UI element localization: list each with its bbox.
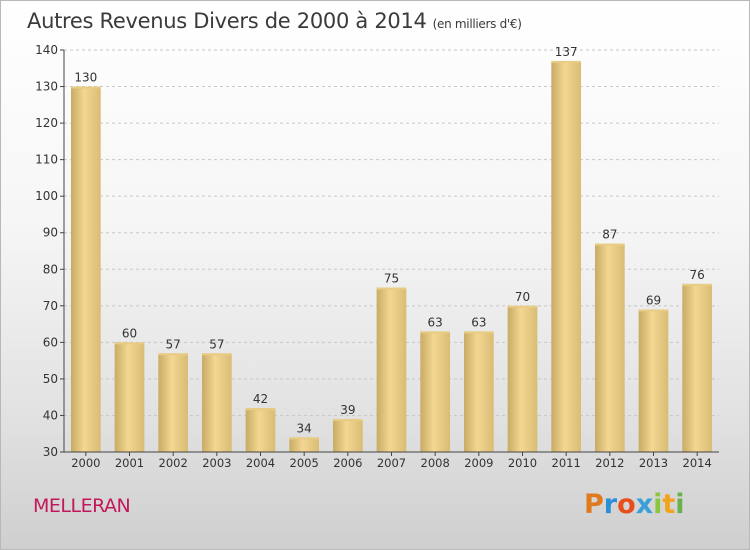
x-tick-label: 2014 bbox=[683, 456, 712, 470]
y-tick-label: 90 bbox=[43, 226, 58, 240]
bar bbox=[332, 419, 363, 452]
bar-top bbox=[158, 353, 189, 356]
x-tick-label: 2003 bbox=[202, 456, 231, 470]
bar-top bbox=[376, 287, 407, 290]
chart-title: Autres Revenus Divers de 2000 à 2014 (en … bbox=[27, 9, 522, 33]
proxiti-logo: Proxiti bbox=[584, 489, 685, 520]
y-tick-label: 50 bbox=[43, 372, 58, 386]
logo-letter: P bbox=[584, 489, 604, 520]
x-tick-label: 2009 bbox=[464, 456, 493, 470]
data-label: 63 bbox=[471, 315, 486, 329]
data-label: 42 bbox=[253, 392, 268, 406]
chart-title-text: Autres Revenus Divers de 2000 à 2014 bbox=[27, 9, 427, 33]
x-tick-label: 2002 bbox=[159, 456, 188, 470]
bar-top bbox=[638, 309, 669, 312]
bar bbox=[638, 309, 669, 452]
logo-letter: o bbox=[617, 489, 636, 520]
data-label: 57 bbox=[166, 337, 181, 351]
bar bbox=[201, 353, 232, 452]
y-tick-label: 30 bbox=[43, 445, 58, 459]
x-tick-label: 2013 bbox=[639, 456, 668, 470]
bar-top bbox=[594, 243, 625, 246]
bar bbox=[376, 287, 407, 452]
chart-subtitle: (en milliers d'€) bbox=[432, 17, 522, 31]
data-labels: 130 60 57 57 42 34 39 75 63 63 70 137 87 69 76 bbox=[74, 45, 704, 435]
bar bbox=[70, 86, 101, 452]
x-tick-label: 2001 bbox=[115, 456, 144, 470]
logo-letter: t bbox=[662, 489, 676, 520]
y-tick-label: 110 bbox=[35, 153, 58, 167]
data-label: 130 bbox=[74, 71, 97, 85]
bar bbox=[114, 342, 145, 452]
x-tick-label: 2005 bbox=[290, 456, 319, 470]
y-tick-label: 70 bbox=[43, 299, 58, 313]
x-tick-label: 2011 bbox=[552, 456, 581, 470]
data-label: 76 bbox=[690, 268, 705, 282]
bar-top bbox=[420, 331, 451, 334]
y-tick-label: 80 bbox=[43, 262, 58, 276]
data-label: 63 bbox=[428, 315, 443, 329]
bar bbox=[289, 437, 320, 452]
x-tick-label: 2008 bbox=[421, 456, 450, 470]
bar-top bbox=[551, 60, 582, 63]
bar-top bbox=[463, 331, 494, 334]
x-tick-label: 2007 bbox=[377, 456, 406, 470]
bar-top bbox=[114, 342, 145, 345]
x-tick-label: 2000 bbox=[71, 456, 100, 470]
bar-top bbox=[245, 408, 276, 411]
y-tick-label: 120 bbox=[35, 116, 58, 130]
logo-letter: x bbox=[635, 489, 654, 520]
bar-series bbox=[70, 60, 713, 453]
data-label: 137 bbox=[555, 45, 578, 59]
y-tick-label: 100 bbox=[35, 189, 58, 203]
y-tick-label: 40 bbox=[43, 408, 58, 422]
y-tick-label: 140 bbox=[35, 43, 58, 57]
bar bbox=[420, 331, 451, 452]
data-label: 57 bbox=[209, 337, 224, 351]
bar bbox=[158, 353, 189, 452]
data-label: 69 bbox=[646, 293, 661, 307]
x-tick-label: 2012 bbox=[595, 456, 624, 470]
logo-letter: i bbox=[675, 489, 685, 520]
bar bbox=[594, 243, 625, 452]
data-label: 87 bbox=[602, 228, 617, 242]
town-name: MELLERAN bbox=[33, 495, 131, 517]
x-tick-label: 2004 bbox=[246, 456, 275, 470]
x-axis-ticks: 2000 2001 2002 2003 2004 2005 2006 2007 2008 2009… bbox=[71, 452, 712, 470]
data-label: 60 bbox=[122, 326, 137, 340]
bar bbox=[245, 408, 276, 452]
bar bbox=[463, 331, 494, 452]
logo-letter: i bbox=[653, 489, 663, 520]
y-tick-label: 60 bbox=[43, 335, 58, 349]
bar bbox=[551, 60, 582, 453]
data-label: 70 bbox=[515, 290, 530, 304]
data-label: 75 bbox=[384, 272, 399, 286]
bar-top bbox=[682, 283, 713, 286]
bar bbox=[682, 283, 713, 452]
x-tick-label: 2010 bbox=[508, 456, 537, 470]
bar-top bbox=[201, 353, 232, 356]
data-label: 39 bbox=[340, 403, 355, 417]
y-axis-ticks: 30 40 50 60 70 80 90 100 110 120 130 140 bbox=[35, 43, 64, 459]
bar-top bbox=[507, 305, 538, 308]
data-label: 34 bbox=[297, 421, 312, 435]
logo-letter: r bbox=[603, 489, 618, 520]
bar bbox=[507, 305, 538, 452]
bar-top bbox=[332, 419, 363, 422]
bar-top bbox=[70, 86, 101, 89]
bar-top bbox=[289, 437, 320, 440]
y-tick-label: 130 bbox=[35, 80, 58, 94]
x-tick-label: 2006 bbox=[333, 456, 362, 470]
